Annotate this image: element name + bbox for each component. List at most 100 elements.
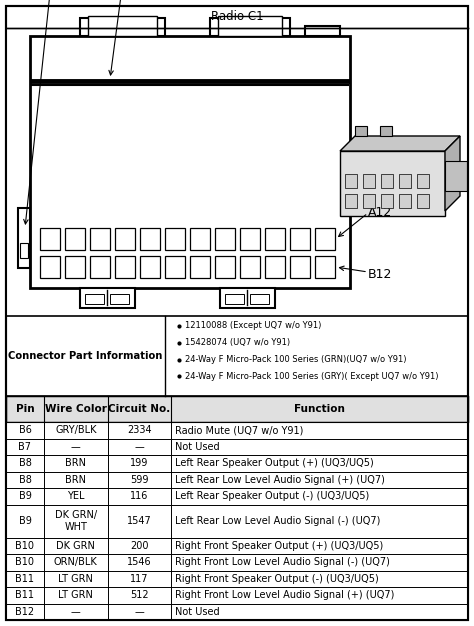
Bar (240, 228, 261, 250)
Bar (250, 294, 269, 304)
Text: Function: Function (294, 404, 345, 414)
Text: B11: B11 (16, 590, 35, 600)
Bar (363, 194, 375, 208)
Bar (6, 538, 468, 554)
Text: Not Used: Not Used (175, 442, 220, 452)
Text: 12110088 (Except UQ7 w/o Y91): 12110088 (Except UQ7 w/o Y91) (185, 322, 321, 331)
Text: B12: B12 (15, 607, 35, 617)
Bar (140, 256, 161, 278)
Text: LT GRN: LT GRN (58, 574, 93, 584)
Text: B6: B6 (18, 425, 31, 435)
Bar (165, 256, 185, 278)
Text: B7: B7 (18, 442, 31, 452)
Text: Connector Part Information: Connector Part Information (9, 351, 163, 361)
Bar (417, 194, 429, 208)
Text: 24-Way F Micro-Pack 100 Series (GRN)(UQ7 w/o Y91): 24-Way F Micro-Pack 100 Series (GRN)(UQ7… (185, 355, 407, 364)
Bar (80, 18, 165, 36)
Bar (340, 151, 445, 216)
Text: Left Rear Low Level Audio Signal (-) (UQ7): Left Rear Low Level Audio Signal (-) (UQ… (175, 516, 381, 526)
Text: Left Rear Speaker Output (+) (UQ3/UQ5): Left Rear Speaker Output (+) (UQ3/UQ5) (175, 458, 374, 468)
Text: LT GRN: LT GRN (58, 590, 93, 600)
Text: —: — (71, 442, 81, 452)
Text: B12: B12 (368, 269, 392, 282)
Text: Pin: Pin (16, 404, 34, 414)
Bar (316, 228, 336, 250)
Text: B8: B8 (18, 458, 31, 468)
Text: Radio Mute (UQ7 w/o Y91): Radio Mute (UQ7 w/o Y91) (175, 425, 304, 435)
Bar (6, 505, 468, 538)
Text: Radio C1: Radio C1 (210, 11, 264, 24)
Bar (6, 455, 468, 471)
Text: B10: B10 (16, 557, 35, 567)
Bar (65, 228, 85, 250)
Bar (20, 243, 28, 258)
Bar (165, 228, 185, 250)
Bar (305, 26, 340, 36)
Text: B9: B9 (18, 516, 31, 526)
Bar (6, 554, 468, 570)
Text: 200: 200 (130, 541, 149, 551)
Text: 199: 199 (130, 458, 149, 468)
Text: ORN/BLK: ORN/BLK (54, 557, 98, 567)
Text: Right Front Speaker Output (-) (UQ3/UQ5): Right Front Speaker Output (-) (UQ3/UQ5) (175, 574, 379, 584)
Text: B10: B10 (16, 541, 35, 551)
Bar (216, 228, 236, 250)
Bar (6, 471, 468, 488)
Bar (6, 438, 468, 455)
Text: YEL: YEL (67, 491, 84, 501)
Bar (445, 161, 467, 191)
Text: Right Front Speaker Output (+) (UQ3/UQ5): Right Front Speaker Output (+) (UQ3/UQ5) (175, 541, 383, 551)
Bar (6, 28, 468, 316)
Text: Circuit No.: Circuit No. (109, 404, 171, 414)
Bar (6, 396, 468, 422)
Text: —: — (71, 607, 81, 617)
Bar (265, 256, 285, 278)
Bar (265, 228, 285, 250)
Text: 116: 116 (130, 491, 149, 501)
Bar (6, 570, 468, 587)
Text: A12: A12 (368, 207, 392, 220)
Text: B9: B9 (18, 491, 31, 501)
Bar (225, 294, 244, 304)
Bar (417, 174, 429, 188)
Bar (240, 256, 261, 278)
Bar (6, 587, 468, 603)
Text: 2334: 2334 (127, 425, 152, 435)
Bar (291, 256, 310, 278)
Bar (88, 16, 157, 36)
Text: B11: B11 (16, 574, 35, 584)
Text: B8: B8 (18, 475, 31, 485)
Bar (6, 603, 468, 620)
Bar (355, 126, 367, 136)
Text: Not Used: Not Used (175, 607, 220, 617)
Text: DK GRN/
WHT: DK GRN/ WHT (55, 510, 97, 532)
Bar (18, 208, 30, 268)
Text: Right Front Low Level Audio Signal (+) (UQ7): Right Front Low Level Audio Signal (+) (… (175, 590, 395, 600)
Bar (345, 174, 357, 188)
Bar (110, 294, 129, 304)
Text: BRN: BRN (65, 458, 86, 468)
Bar (191, 228, 210, 250)
Text: BRN: BRN (65, 475, 86, 485)
Bar (216, 256, 236, 278)
Text: 117: 117 (130, 574, 149, 584)
Bar (140, 228, 161, 250)
Polygon shape (340, 136, 460, 151)
Text: —: — (135, 607, 145, 617)
Bar (116, 228, 136, 250)
Text: DK GRN: DK GRN (56, 541, 95, 551)
Bar (220, 288, 275, 308)
Bar (116, 256, 136, 278)
Bar (191, 256, 210, 278)
Text: —: — (135, 442, 145, 452)
Text: Left Rear Speaker Output (-) (UQ3/UQ5): Left Rear Speaker Output (-) (UQ3/UQ5) (175, 491, 370, 501)
Bar (381, 194, 393, 208)
Bar (80, 288, 135, 308)
Bar (30, 36, 350, 288)
Polygon shape (445, 136, 460, 211)
Text: 512: 512 (130, 590, 149, 600)
Bar (291, 228, 310, 250)
Bar (399, 174, 411, 188)
Bar (380, 126, 392, 136)
Bar (210, 18, 290, 36)
